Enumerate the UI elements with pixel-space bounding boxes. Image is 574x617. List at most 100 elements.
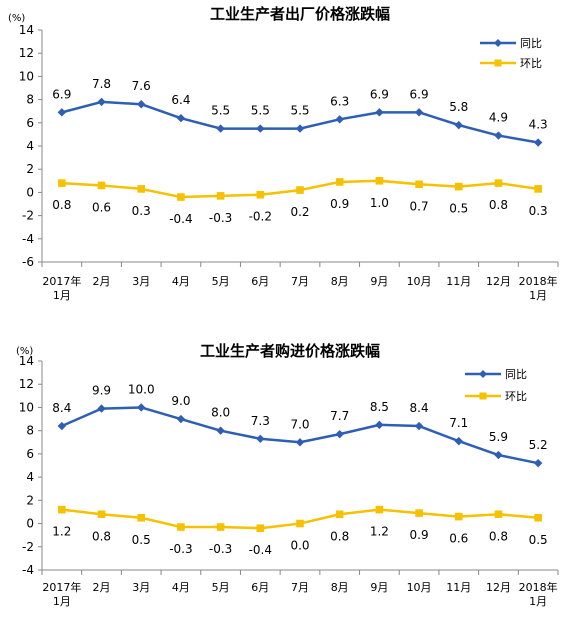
data-label: -0.3 <box>169 542 192 556</box>
data-point-marker <box>137 185 146 193</box>
data-point-marker <box>58 179 66 187</box>
data-label: 5.8 <box>449 100 468 114</box>
data-label: 6.4 <box>171 93 190 107</box>
data-label: 7.6 <box>132 79 151 93</box>
data-label: 5.9 <box>489 430 508 444</box>
y-axis-unit: (%) <box>16 346 33 357</box>
data-label: 7.8 <box>92 77 111 91</box>
y-tick-label: -2 <box>22 209 34 223</box>
x-tick-label: 7月 <box>291 275 309 288</box>
data-point-marker <box>533 458 543 468</box>
y-tick-label: -4 <box>22 232 34 246</box>
series-mom: 1.2 0.8 0.5 -0.3 -0.3 -0.4 0.0 0.8 1.2 0.9 0.6 0.8 0… <box>52 505 548 557</box>
data-point-marker <box>415 509 423 517</box>
data-point-marker <box>97 404 106 413</box>
data-label: 8.4 <box>52 401 71 415</box>
data-label: 0.6 <box>92 200 111 214</box>
y-tick-label: 4 <box>26 470 34 484</box>
data-label: 0.3 <box>529 204 548 218</box>
y-tick-label: 0 <box>26 185 34 199</box>
y-tick-label: 12 <box>19 46 34 60</box>
data-label: 0.8 <box>489 198 508 212</box>
x-tick-label: 3月 <box>132 581 150 594</box>
data-label: 4.9 <box>489 111 508 125</box>
data-point-marker <box>177 523 185 531</box>
data-point-marker <box>256 124 265 133</box>
x-tick-label: 6月 <box>251 581 269 594</box>
data-point-marker <box>176 113 186 123</box>
legend-marker <box>494 39 502 47</box>
x-tick-label: 9月 <box>370 275 388 288</box>
x-tick-label: 7月 <box>291 581 309 594</box>
data-label: 5.5 <box>211 104 230 118</box>
x-tick-label: 12月 <box>486 275 511 288</box>
x-tick-label: 5月 <box>212 581 230 594</box>
data-point-marker <box>216 192 225 200</box>
data-point-marker <box>494 510 503 519</box>
data-label: 0.8 <box>489 529 508 543</box>
data-point-marker <box>216 124 225 133</box>
y-tick-label: 0 <box>26 517 34 531</box>
x-tick-label: 2018年 <box>519 274 558 288</box>
data-label: 0.5 <box>529 533 548 547</box>
legend-marker <box>494 59 502 67</box>
y-tick-label: 10 <box>19 400 34 414</box>
data-label: 0.6 <box>449 532 468 546</box>
data-label: 6.3 <box>330 94 349 108</box>
data-label: 0.9 <box>410 528 429 542</box>
x-tick-label: 1月 <box>529 289 547 302</box>
data-point-marker <box>58 505 66 514</box>
chart-1: 工业生产者出厂价格涨跌幅(%)14121086420-2-4-62017年1月2… <box>8 5 559 302</box>
data-label: 9.0 <box>171 394 190 408</box>
x-tick-label: 2018年 <box>519 580 558 594</box>
data-label: 0.8 <box>330 529 349 543</box>
data-point-marker <box>97 510 106 519</box>
data-point-marker <box>533 138 543 147</box>
data-point-marker <box>216 523 225 531</box>
chart-title: 工业生产者出厂价格涨跌幅 <box>210 5 390 23</box>
data-label: 6.9 <box>370 87 389 101</box>
series-mom: 0.8 0.6 0.3 -0.4 -0.3 -0.2 0.2 0.9 1.0 0.7 0.5 0.8 0… <box>52 177 548 226</box>
data-point-marker <box>137 513 146 522</box>
x-tick-label: 8月 <box>331 275 349 288</box>
data-label: 10.0 <box>128 382 155 396</box>
data-label: 0.0 <box>290 539 309 553</box>
series-yoy: 6.9 7.8 7.6 6.4 5.5 5.5 5.5 6.3 6.9 6.9 5.8 4.9 4.3 <box>52 77 548 147</box>
data-point-marker <box>335 178 344 186</box>
data-label: 1.2 <box>52 525 71 539</box>
data-label: 7.3 <box>251 414 270 428</box>
x-tick-label: 2月 <box>93 275 111 288</box>
y-axis-unit: (%) <box>8 13 25 24</box>
legend-label: 环比 <box>520 57 542 70</box>
data-label: 0.8 <box>92 529 111 543</box>
data-label: 6.9 <box>410 87 429 101</box>
data-point-marker <box>256 190 265 199</box>
data-label: 8.5 <box>370 400 389 414</box>
data-label: 7.0 <box>290 417 309 431</box>
y-tick-label: -4 <box>22 563 34 577</box>
data-point-marker <box>256 434 265 443</box>
chart-title: 工业生产者购进价格涨跌幅 <box>200 342 380 360</box>
data-point-marker <box>415 180 423 189</box>
y-tick-label: -6 <box>22 255 34 269</box>
data-label: 0.3 <box>132 204 151 218</box>
data-label: 7.1 <box>449 416 468 430</box>
data-point-marker <box>454 436 463 446</box>
x-tick-label: 4月 <box>172 275 190 288</box>
data-point-marker <box>375 108 384 117</box>
data-point-marker <box>534 513 542 522</box>
data-point-marker <box>137 100 146 109</box>
data-point-marker <box>494 450 503 460</box>
data-point-marker <box>216 426 225 435</box>
x-tick-label: 8月 <box>331 581 349 594</box>
data-point-marker <box>454 182 463 191</box>
x-tick-label: 11月 <box>446 275 471 288</box>
data-label: 0.2 <box>290 205 309 219</box>
x-tick-label: 2017年 <box>42 274 81 288</box>
data-label: 5.5 <box>290 104 309 118</box>
data-point-marker <box>97 97 106 107</box>
data-point-marker <box>97 181 106 190</box>
data-point-marker <box>295 124 305 133</box>
data-point-marker <box>137 403 146 412</box>
